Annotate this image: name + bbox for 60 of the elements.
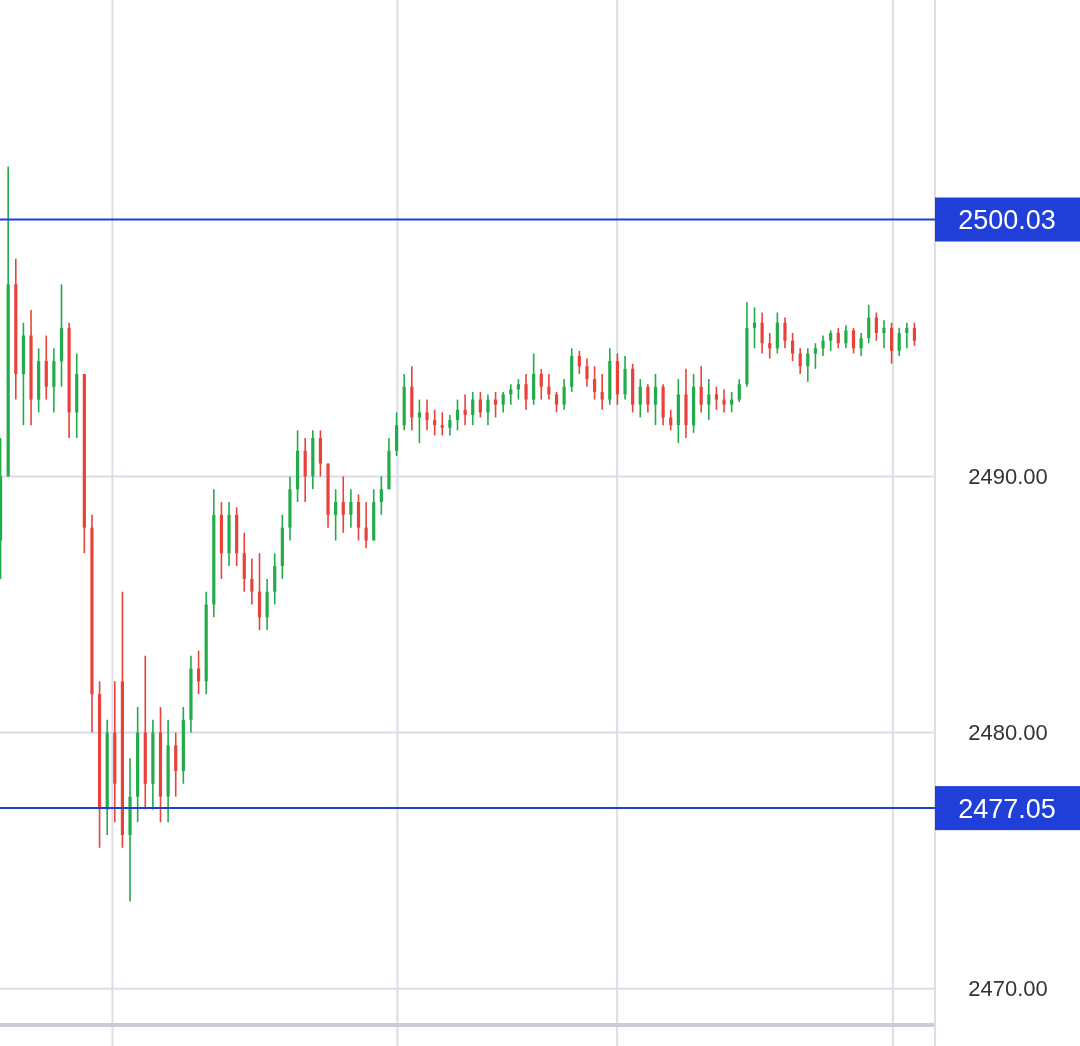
candlestick — [501, 391, 505, 414]
candlestick — [600, 373, 604, 411]
candlestick — [463, 393, 467, 426]
candlestick — [760, 311, 764, 355]
candlestick — [851, 327, 856, 355]
candlestick — [722, 388, 726, 414]
candlestick — [882, 319, 886, 350]
candlestick — [730, 391, 734, 414]
candlestick — [867, 304, 871, 345]
candlestick — [585, 357, 589, 388]
candlestick — [905, 321, 909, 350]
y-tick-label: 2470.00 — [968, 976, 1048, 1002]
ref-line-label: 2500.03 — [958, 204, 1056, 235]
candlestick — [592, 365, 597, 401]
candlestick — [425, 398, 429, 432]
ref-line-label: 2477.05 — [958, 793, 1056, 824]
candlestick — [844, 324, 848, 350]
candlestick — [539, 368, 543, 401]
candlestick — [783, 316, 787, 350]
y-tick-label: 2480.00 — [968, 720, 1048, 746]
candlestick — [737, 378, 741, 403]
candlestick — [486, 393, 490, 426]
candlestick — [889, 321, 894, 365]
candlestick — [577, 350, 581, 375]
candlestick — [836, 327, 840, 350]
candlestick — [562, 378, 566, 411]
candlestick — [646, 383, 650, 414]
candlestick — [813, 342, 818, 370]
candlestick — [699, 365, 703, 414]
candlestick — [448, 414, 452, 437]
candlestick — [433, 409, 437, 437]
candlestick — [638, 378, 642, 419]
candlestick — [341, 475, 345, 534]
candlestick — [471, 391, 475, 426]
candlestick — [897, 327, 901, 357]
candlestick — [707, 378, 711, 421]
candlestick — [806, 347, 810, 383]
candlestick — [829, 329, 833, 352]
y-tick-label: 2490.00 — [968, 464, 1048, 490]
candlestick — [516, 378, 521, 401]
candlestick — [714, 385, 719, 411]
candlestick — [874, 311, 878, 342]
candlestick — [554, 391, 559, 414]
candlestick — [821, 334, 825, 357]
candlestick — [524, 373, 528, 411]
candlestick — [440, 411, 444, 437]
candlestick — [798, 347, 802, 375]
candlestick — [912, 321, 917, 347]
candlestick — [250, 557, 254, 606]
candlestick — [379, 475, 383, 516]
candlestick — [509, 383, 513, 406]
candlestick — [349, 488, 353, 529]
candlestick — [653, 373, 658, 426]
candlestick — [417, 398, 422, 444]
candlestick — [768, 332, 772, 360]
candlestick — [859, 332, 863, 357]
candlestick — [334, 488, 338, 542]
candlestick — [493, 391, 498, 419]
candlestick — [455, 398, 460, 432]
candlestick — [752, 306, 757, 350]
